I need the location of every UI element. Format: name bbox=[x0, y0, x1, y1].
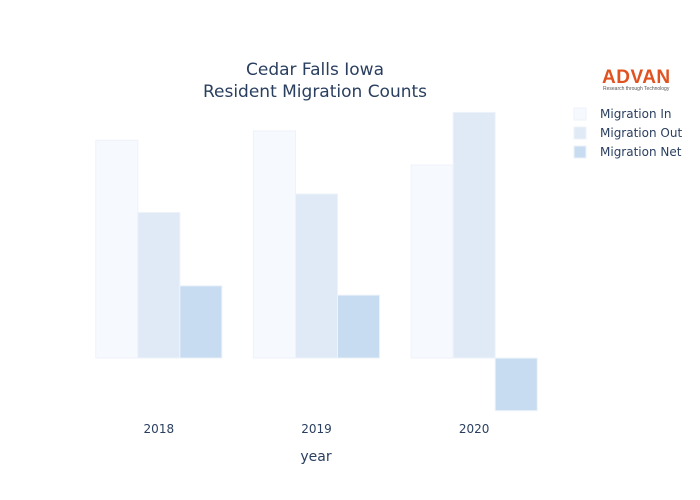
advan-logo: ADVAN Research through Technology bbox=[602, 67, 671, 92]
legend-swatch bbox=[573, 107, 587, 121]
bars-layer bbox=[95, 111, 538, 412]
legend-swatch bbox=[573, 126, 587, 140]
bar-migration-out-2020[interactable] bbox=[452, 111, 496, 359]
legend-swatch bbox=[573, 145, 587, 159]
legend-label: Migration In bbox=[600, 107, 672, 121]
legend-item-migration-out[interactable]: Migration Out bbox=[573, 126, 682, 140]
x-axis-title: year bbox=[300, 449, 331, 465]
legend-label: Migration Net bbox=[600, 145, 682, 159]
chart-title-line-2: Resident Migration Counts bbox=[203, 82, 427, 102]
bar-migration-net-2020[interactable] bbox=[494, 357, 538, 412]
logo-tagline: Research through Technology bbox=[603, 86, 670, 92]
legend-label: Migration Out bbox=[600, 126, 682, 140]
bar-migration-out-2018[interactable] bbox=[137, 212, 181, 359]
x-tick-label: 2020 bbox=[459, 422, 490, 436]
bar-migration-net-2018[interactable] bbox=[179, 285, 223, 359]
chart-title-line-1: Cedar Falls Iowa bbox=[246, 60, 384, 80]
bar-migration-out-2019[interactable] bbox=[294, 193, 339, 359]
legend-item-migration-in[interactable]: Migration In bbox=[573, 107, 672, 121]
legend-item-migration-net[interactable]: Migration Net bbox=[573, 145, 682, 159]
bar-migration-in-2020[interactable] bbox=[410, 164, 454, 359]
x-tick-label: 2019 bbox=[301, 422, 332, 436]
x-tick-labels: 2018 2019 2020 bbox=[144, 422, 490, 436]
bar-migration-net-2019[interactable] bbox=[337, 294, 381, 359]
legend[interactable]: Migration In Migration Out Migration Net bbox=[573, 107, 682, 159]
x-tick-label: 2018 bbox=[144, 422, 175, 436]
bar-migration-in-2019[interactable] bbox=[252, 130, 296, 359]
bar-migration-in-2018[interactable] bbox=[95, 139, 139, 359]
logo-text: ADVAN bbox=[602, 67, 671, 88]
